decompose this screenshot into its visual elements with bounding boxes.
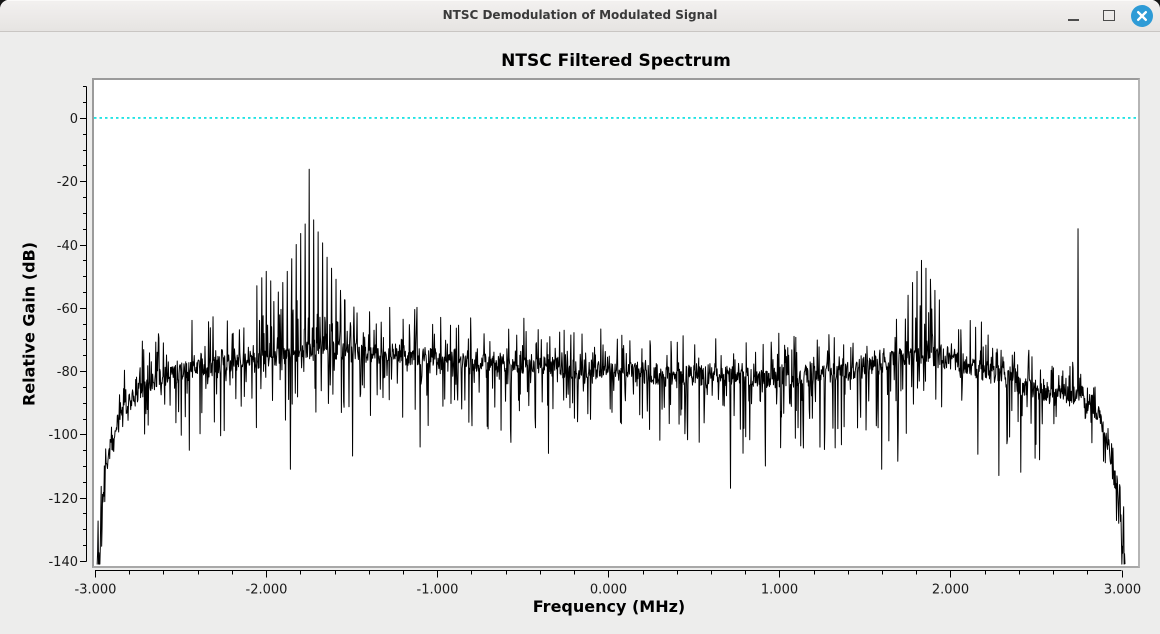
window-maximize-icon xyxy=(1103,10,1115,21)
y-axis-label: Relative Gain (dB) xyxy=(19,241,39,407)
plot-area[interactable] xyxy=(92,78,1140,568)
titlebar: NTSC Demodulation of Modulated Signal xyxy=(0,0,1160,32)
minimize-button[interactable] xyxy=(1060,3,1086,29)
svg-text:-120: -120 xyxy=(48,492,78,507)
svg-text:-40: -40 xyxy=(57,239,78,254)
spectrum-plot-canvas[interactable] xyxy=(94,80,1138,566)
svg-text:2.000: 2.000 xyxy=(932,583,969,598)
x-axis-label: Frequency (MHz) xyxy=(532,597,686,616)
svg-text:-1.000: -1.000 xyxy=(417,583,459,598)
chart-title: NTSC Filtered Spectrum xyxy=(501,51,731,71)
window-minimize-icon xyxy=(1067,19,1079,21)
svg-text:0: 0 xyxy=(70,112,78,127)
chart-region: NTSC Filtered Spectrum Relative Gain (dB… xyxy=(0,32,1160,634)
svg-text:0.000: 0.000 xyxy=(590,583,627,598)
svg-text:-2.000: -2.000 xyxy=(246,583,288,598)
svg-text:-140: -140 xyxy=(48,555,78,570)
svg-text:3.000: 3.000 xyxy=(1104,583,1141,598)
svg-text:-20: -20 xyxy=(57,175,78,190)
maximize-button[interactable] xyxy=(1096,3,1122,29)
svg-text:-100: -100 xyxy=(48,428,78,443)
svg-text:-3.000: -3.000 xyxy=(75,583,117,598)
window-controls xyxy=(1060,0,1153,31)
window-title: NTSC Demodulation of Modulated Signal xyxy=(442,8,718,22)
svg-text:-60: -60 xyxy=(57,302,78,317)
close-button[interactable] xyxy=(1131,4,1153,27)
window-close-icon xyxy=(1136,10,1148,21)
svg-text:1.000: 1.000 xyxy=(761,583,798,598)
svg-text:-80: -80 xyxy=(57,365,78,380)
